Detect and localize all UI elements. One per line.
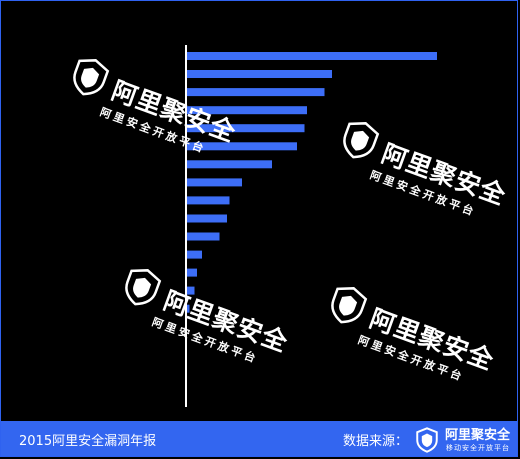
- bar-1: [187, 52, 437, 60]
- bar-8: [187, 178, 242, 186]
- bar-6: [187, 142, 297, 150]
- bar-11: [187, 233, 220, 241]
- bar-7: [187, 160, 272, 168]
- footer-bar: 2015阿里安全漏洞年报 数据来源： 阿里聚安全 移动安全开放平台: [1, 421, 518, 457]
- bar-13: [187, 269, 197, 277]
- bar-10: [187, 215, 227, 223]
- bar-group: [187, 52, 437, 313]
- bar-5: [187, 124, 305, 132]
- footer-brand: 阿里聚安全: [445, 424, 510, 443]
- shield-icon: [415, 427, 439, 453]
- bar-chart: [1, 1, 518, 421]
- bar-15: [187, 305, 190, 313]
- bar-4: [187, 106, 307, 114]
- chart-area: 阿里聚安全 阿里安全开放平台 阿里聚安全 阿里安全开放平台 阿里聚安全 阿里安全…: [1, 1, 518, 421]
- bar-9: [187, 196, 230, 204]
- report-title: 2015阿里安全漏洞年报: [19, 430, 156, 449]
- bar-2: [187, 70, 332, 78]
- footer-tagline: 移动安全开放平台: [446, 443, 510, 453]
- bar-14: [187, 287, 195, 295]
- bar-3: [187, 88, 325, 96]
- data-source-label: 数据来源：: [343, 430, 408, 449]
- bar-12: [187, 251, 202, 259]
